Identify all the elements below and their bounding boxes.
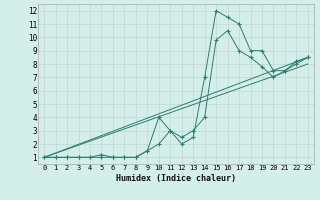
X-axis label: Humidex (Indice chaleur): Humidex (Indice chaleur) bbox=[116, 174, 236, 183]
